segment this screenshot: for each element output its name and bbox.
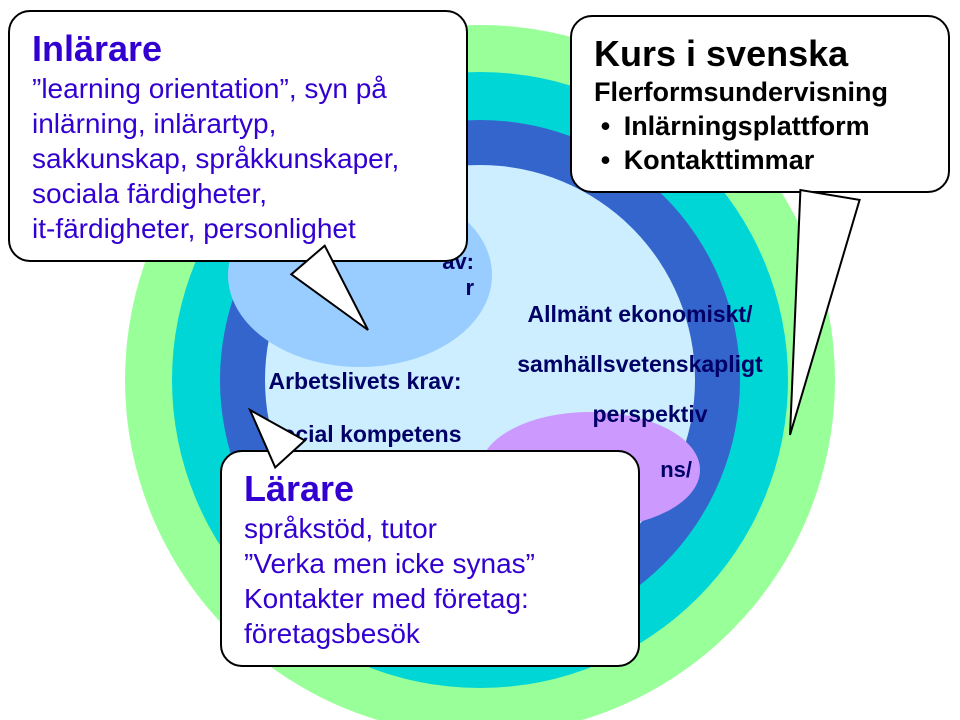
bubble-larare-tail [0, 0, 960, 720]
diagram-stage: av: r ns/ Arbetslivets krav: social komp… [0, 0, 960, 720]
